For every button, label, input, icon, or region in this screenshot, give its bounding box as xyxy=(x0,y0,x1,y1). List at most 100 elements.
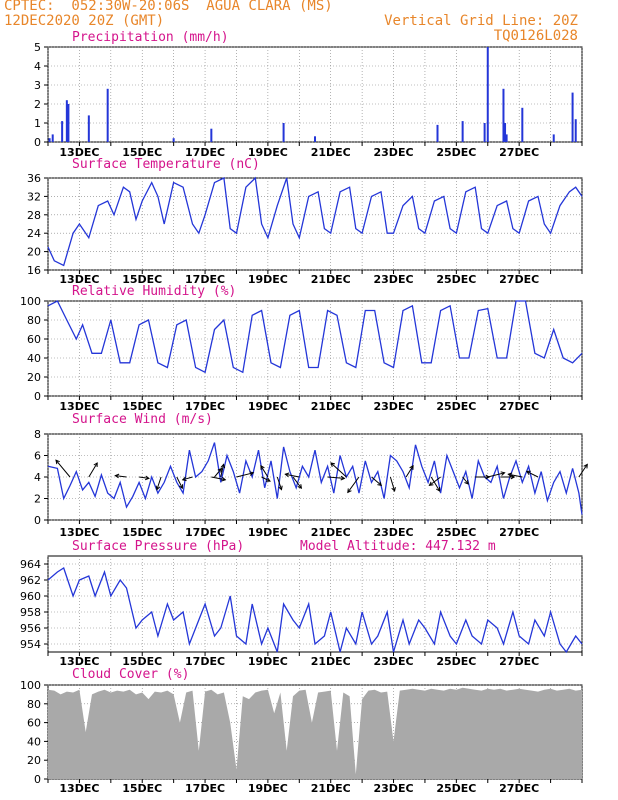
humidity-xtick-label: 27DEC xyxy=(499,400,539,413)
wind-xtick-label: 15DEC xyxy=(122,526,162,539)
wind-arrow-head xyxy=(278,485,283,491)
precip-bar xyxy=(483,123,486,142)
wind-arrow-head xyxy=(181,476,187,482)
wind-xtick-label: 27DEC xyxy=(499,526,539,539)
precip-xtick-label: 15DEC xyxy=(122,146,162,159)
header-model-id: TQ0126L028 xyxy=(493,28,578,44)
humidity-xtick-label: 17DEC xyxy=(185,400,225,413)
wind-ytick-label: 2 xyxy=(34,493,41,506)
precip-ytick-label: 5 xyxy=(34,41,41,54)
wind-arrow xyxy=(330,462,347,478)
wind-title: Surface Wind (m/s) xyxy=(72,412,213,427)
pressure-title: Surface Pressure (hPa) xyxy=(72,539,244,554)
wind-arrow xyxy=(292,476,302,489)
wind-ytick-label: 0 xyxy=(34,514,41,527)
wind-series-line xyxy=(47,442,583,515)
humidity-ytick-label: 60 xyxy=(27,333,41,346)
pressure-xtick-label: 15DEC xyxy=(122,655,162,668)
wind-arrow-head xyxy=(377,481,383,487)
precip-bar xyxy=(65,100,68,142)
wind-arrow-head xyxy=(297,484,303,490)
cloud-xtick-label: 13DEC xyxy=(59,782,99,795)
wind-arrow xyxy=(261,476,271,482)
temperature-frame xyxy=(47,177,583,271)
pressure-ytick-label: 960 xyxy=(20,590,41,603)
wind-arrow-head xyxy=(260,464,265,470)
precip-ytick-label: 3 xyxy=(34,79,41,92)
wind-arrow xyxy=(327,476,345,479)
pressure-xtick-label: 27DEC xyxy=(499,655,539,668)
wind-arrows xyxy=(55,459,588,494)
cloud-xtick-label: 17DEC xyxy=(185,782,225,795)
wind-xtick-label: 17DEC xyxy=(185,526,225,539)
humidity-xtick-label: 21DEC xyxy=(311,400,351,413)
precip-bar xyxy=(87,115,90,142)
wind-arrow xyxy=(371,476,382,486)
temperature-ytick-label: 28 xyxy=(27,209,41,222)
pressure-xtick-label: 21DEC xyxy=(311,655,351,668)
wind-arrow-head xyxy=(178,484,183,490)
wind-arrow xyxy=(139,476,149,479)
precip-bar xyxy=(521,107,524,142)
wind-xtick-label: 13DEC xyxy=(59,526,99,539)
wind-arrow-head xyxy=(221,476,227,482)
header-station: CPTEC: 052:30W-20:06S AGUA CLARA (MS) xyxy=(4,0,333,14)
wind-arrow-head xyxy=(144,475,150,481)
wind-arrow xyxy=(182,476,193,481)
pressure-annotation: Model Altitude: 447.132 m xyxy=(300,539,496,554)
humidity-xtick-label: 19DEC xyxy=(248,400,288,413)
humidity-xtick-label: 25DEC xyxy=(436,400,476,413)
humidity-ytick-label: 40 xyxy=(27,352,41,365)
precip-bar xyxy=(505,134,508,142)
wind-arrow-head xyxy=(340,475,346,481)
precip-bar xyxy=(436,124,439,142)
wind-arrow-head xyxy=(217,467,223,473)
temperature-xtick-label: 27DEC xyxy=(499,273,539,286)
precip-bar xyxy=(502,88,505,142)
wind-arrow xyxy=(214,468,222,478)
wind-arrow xyxy=(405,465,414,478)
wind-arrow xyxy=(260,465,269,478)
wind-arrow-head xyxy=(409,464,414,470)
temperature-series-line xyxy=(47,176,583,267)
wind-arrow xyxy=(389,476,396,492)
precip-panel: 0 1 2 3 4 5 13DEC 15DEC 17DEC 19DEC 21DEC 23DEC 25DE… xyxy=(34,30,583,159)
wind-ytick-label: 8 xyxy=(34,428,41,441)
precip-xtick-label: 13DEC xyxy=(59,146,99,159)
pressure-panel: 954 956 958 960 962 964 13DEC 15DEC 17DEC 19DEC 21… xyxy=(20,539,583,668)
wind-arrow xyxy=(220,464,225,478)
pressure-ytick-label: 954 xyxy=(20,638,41,651)
pressure-xtick-label: 19DEC xyxy=(248,655,288,668)
wind-arrow-head xyxy=(265,477,271,482)
humidity-ytick-label: 100 xyxy=(20,295,41,308)
precip-bar xyxy=(172,138,175,142)
wind-arrow-head xyxy=(249,471,255,476)
humidity-xtick-label: 23DEC xyxy=(374,400,414,413)
pressure-xtick-label: 25DEC xyxy=(436,655,476,668)
wind-arrow xyxy=(347,476,360,493)
wind-arrow-head xyxy=(583,463,588,469)
cloud-area xyxy=(48,687,582,779)
precip-bar xyxy=(67,104,70,142)
wind-arrow xyxy=(211,476,226,481)
precip-bar xyxy=(571,92,574,142)
pressure-ytick-label: 964 xyxy=(20,558,41,571)
pressure-frame xyxy=(47,555,583,653)
wind-arrow xyxy=(88,462,98,478)
wind-arrow-head xyxy=(500,471,506,476)
wind-arrow-head xyxy=(510,474,516,480)
precip-bar xyxy=(486,47,489,142)
temperature-panel: 16 20 24 28 32 36 13DEC 15DEC 17DEC 19DEC 21DEC 23D… xyxy=(27,157,583,286)
temperature-ytick-label: 36 xyxy=(27,172,41,185)
wind-arrow-head xyxy=(435,486,441,492)
wind-arrow xyxy=(176,476,183,489)
wind-arrow-head xyxy=(155,485,161,491)
wind-arrow xyxy=(429,476,441,486)
precip-bar xyxy=(461,121,464,142)
wind-arrow-head xyxy=(93,462,98,468)
cloud-xtick-label: 21DEC xyxy=(311,782,351,795)
temperature-xtick-label: 13DEC xyxy=(59,273,99,286)
cloud-title: Cloud Cover (%) xyxy=(72,667,189,682)
cloud-ytick-label: 100 xyxy=(20,679,41,692)
